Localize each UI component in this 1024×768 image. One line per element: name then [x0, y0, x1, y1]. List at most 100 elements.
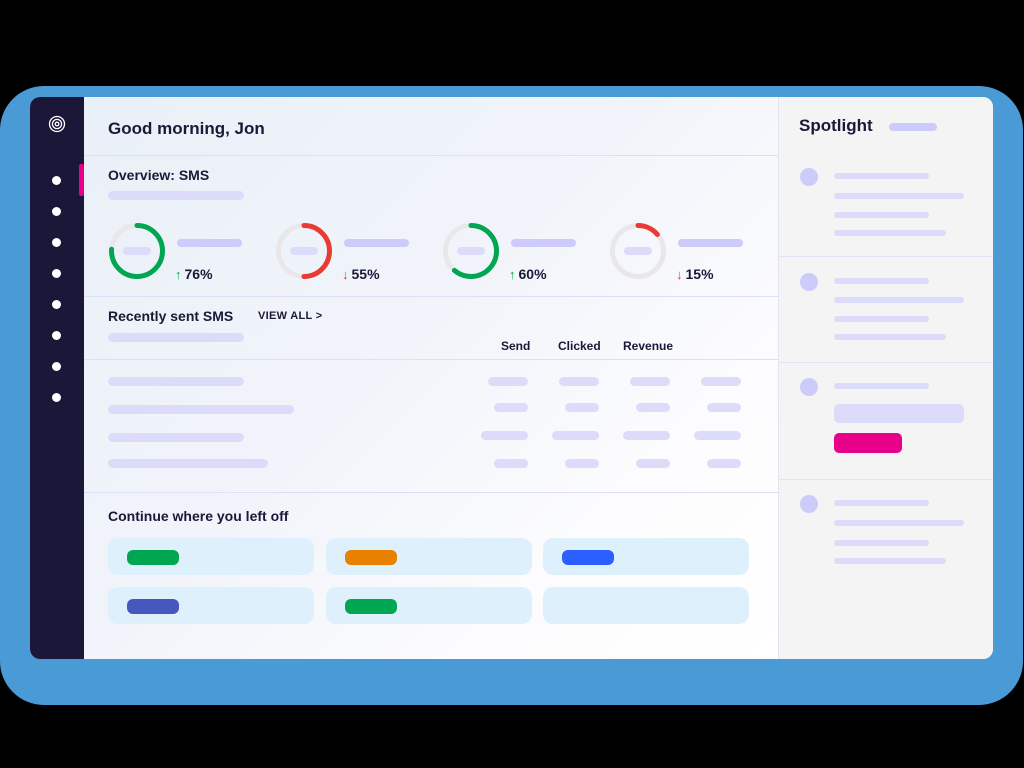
cell-skeleton	[559, 377, 599, 386]
cell-skeleton	[494, 403, 528, 412]
active-nav-indicator	[79, 164, 84, 196]
cell-skeleton	[481, 431, 528, 440]
kpi-label-skeleton	[177, 239, 242, 247]
arrow-up-icon: ↑	[175, 267, 182, 282]
arrow-down-icon: ↓	[342, 267, 349, 282]
text-skeleton	[834, 383, 929, 389]
kpi-card[interactable]: ↓ 15%	[609, 222, 759, 282]
sidebar-item-5[interactable]	[52, 300, 61, 309]
divider	[779, 479, 993, 480]
cell-skeleton	[707, 403, 741, 412]
divider	[84, 155, 778, 156]
ring-label-skeleton	[123, 247, 151, 255]
text-skeleton	[834, 540, 929, 546]
text-block-skeleton	[834, 404, 964, 423]
kpi-card[interactable]: ↑ 60%	[442, 222, 592, 282]
kpi-label-skeleton	[511, 239, 576, 247]
ring-label-skeleton	[624, 247, 652, 255]
continue-title: Continue where you left off	[108, 508, 289, 524]
cell-skeleton	[565, 403, 599, 412]
table-header-divider	[84, 359, 778, 360]
sidebar	[30, 97, 84, 659]
sidebar-item-1[interactable]	[52, 176, 61, 185]
column-header-clicked[interactable]: Clicked	[558, 339, 601, 353]
target-icon[interactable]	[48, 115, 66, 133]
view-all-link[interactable]: VIEW ALL >	[258, 310, 323, 322]
status-pill	[345, 599, 397, 614]
progress-ring-icon	[109, 223, 165, 279]
sidebar-item-8[interactable]	[52, 393, 61, 402]
kpi-label-skeleton	[344, 239, 409, 247]
kpi-card[interactable]: ↓ 55%	[275, 222, 425, 282]
text-skeleton	[834, 558, 946, 564]
row-name-skeleton	[108, 433, 244, 442]
spotlight-panel: Spotlight	[779, 97, 993, 659]
ring-label-skeleton	[457, 247, 485, 255]
cell-skeleton	[636, 459, 670, 468]
cell-skeleton	[636, 403, 670, 412]
app-window: Good morning, Jon Overview: SMS ↑ 76%	[30, 97, 993, 659]
cell-skeleton	[630, 377, 670, 386]
cell-skeleton	[694, 431, 741, 440]
row-name-skeleton	[108, 405, 294, 414]
status-pill	[127, 550, 179, 565]
kpi-value: ↑ 60%	[509, 266, 547, 282]
column-header-send[interactable]: Send	[501, 339, 531, 353]
status-pill	[127, 599, 179, 614]
status-pill	[345, 550, 397, 565]
continue-card[interactable]	[543, 538, 749, 575]
text-skeleton	[834, 297, 964, 303]
avatar	[800, 168, 818, 186]
cell-skeleton	[707, 459, 741, 468]
divider	[84, 492, 778, 493]
arrow-up-icon: ↑	[509, 267, 516, 282]
sidebar-item-6[interactable]	[52, 331, 61, 340]
row-name-skeleton	[108, 377, 244, 386]
text-skeleton	[834, 173, 929, 179]
spotlight-badge-skeleton	[889, 123, 937, 131]
row-name-skeleton	[108, 459, 268, 468]
progress-ring-icon	[610, 223, 666, 279]
text-skeleton	[834, 212, 929, 218]
spotlight-title: Spotlight	[799, 116, 873, 135]
recent-subtitle-skeleton	[108, 333, 244, 342]
overview-title: Overview: SMS	[108, 167, 210, 183]
kpi-value: ↓ 55%	[342, 266, 380, 282]
sidebar-item-2[interactable]	[52, 207, 61, 216]
sidebar-item-3[interactable]	[52, 238, 61, 247]
page-title: Good morning, Jon	[108, 119, 265, 138]
kpi-label-skeleton	[678, 239, 743, 247]
cell-skeleton	[494, 459, 528, 468]
continue-card-empty[interactable]	[543, 587, 749, 624]
kpi-value: ↓ 15%	[676, 266, 714, 282]
progress-ring-icon	[443, 223, 499, 279]
arrow-down-icon: ↓	[676, 267, 683, 282]
kpi-value: ↑ 76%	[175, 266, 213, 282]
continue-card[interactable]	[326, 538, 532, 575]
text-skeleton	[834, 500, 929, 506]
text-skeleton	[834, 316, 929, 322]
spotlight-cta-button[interactable]	[834, 433, 902, 453]
kpi-card[interactable]: ↑ 76%	[108, 222, 258, 282]
cell-skeleton	[701, 377, 741, 386]
sidebar-item-4[interactable]	[52, 269, 61, 278]
recent-sms-title: Recently sent SMS	[108, 308, 234, 324]
divider	[84, 296, 778, 297]
text-skeleton	[834, 193, 964, 199]
status-pill	[562, 550, 614, 565]
avatar	[800, 273, 818, 291]
cell-skeleton	[552, 431, 599, 440]
cell-skeleton	[623, 431, 670, 440]
sidebar-item-7[interactable]	[52, 362, 61, 371]
main-content: Good morning, Jon Overview: SMS ↑ 76%	[84, 97, 779, 659]
continue-card[interactable]	[108, 587, 314, 624]
text-skeleton	[834, 334, 946, 340]
divider	[779, 362, 993, 363]
continue-card[interactable]	[326, 587, 532, 624]
text-skeleton	[834, 520, 964, 526]
overview-subtitle-skeleton	[108, 191, 244, 200]
column-header-revenue[interactable]: Revenue	[623, 339, 674, 353]
avatar	[800, 378, 818, 396]
progress-ring-icon	[276, 223, 332, 279]
continue-card[interactable]	[108, 538, 314, 575]
